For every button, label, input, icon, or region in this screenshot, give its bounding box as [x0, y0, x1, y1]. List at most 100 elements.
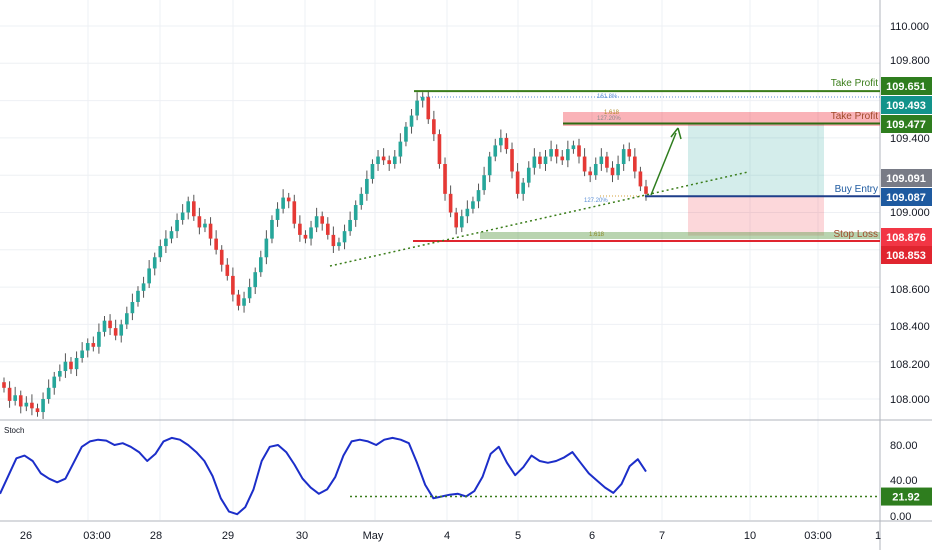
time-tick-label: 28: [150, 530, 162, 542]
buy-entry-label: Buy Entry: [835, 184, 878, 195]
candle-body: [136, 290, 140, 303]
time-tick-label: 5: [515, 530, 521, 542]
price-tick-label: 109.400: [890, 133, 930, 145]
candle-body: [621, 149, 626, 165]
candle-body: [448, 193, 453, 213]
candle-body: [459, 216, 464, 228]
candle-body: [164, 238, 168, 247]
candle-body: [487, 156, 492, 176]
candle-body: [365, 178, 369, 194]
fib-level-label: 127.20%: [584, 198, 608, 204]
candle-body: [41, 399, 45, 413]
price-badge-label: 109.477: [886, 119, 926, 131]
candle-body: [465, 208, 470, 217]
candle-body: [175, 219, 179, 232]
projection-arrow: [650, 132, 677, 196]
candle-body: [253, 272, 258, 288]
price-badge-label: 109.091: [886, 173, 926, 185]
candle-body: [420, 96, 425, 101]
candle-body: [275, 208, 280, 220]
candle-body: [577, 145, 581, 157]
candle-body: [476, 190, 481, 202]
candle-body: [69, 361, 73, 370]
time-tick-label: 1: [875, 530, 881, 542]
candle-body: [30, 402, 34, 409]
candle-body: [58, 371, 62, 377]
time-tick-label: 7: [659, 530, 665, 542]
time-tick-label: 4: [444, 530, 450, 542]
candle-body: [225, 264, 230, 276]
arrow-head: [670, 127, 682, 140]
candle-body: [13, 395, 17, 401]
candle-body: [102, 320, 107, 332]
candle-body: [298, 223, 302, 235]
candle-body: [443, 164, 447, 194]
price-badge: [881, 115, 932, 133]
candle-body: [566, 149, 570, 161]
candle-body: [186, 201, 191, 213]
candle-body: [644, 186, 648, 194]
candle-body: [381, 156, 386, 161]
candle-body: [638, 171, 643, 187]
candle-body: [2, 382, 6, 388]
candle-body: [91, 343, 96, 347]
candle-body: [627, 149, 632, 157]
candle-body: [7, 387, 12, 401]
candle-body: [108, 320, 112, 329]
fib-level-label: 127.20%: [597, 116, 621, 122]
candle-body: [359, 193, 364, 206]
price-tick-label: 109.000: [890, 207, 930, 219]
time-tick-label: 6: [589, 530, 595, 542]
time-tick-label: 03:00: [83, 530, 111, 542]
time-tick-label: May: [363, 530, 384, 542]
candle-body: [415, 100, 419, 116]
price-badge: [881, 77, 932, 95]
resistance-zone: [563, 112, 880, 126]
candle-body: [24, 402, 29, 407]
price-badge: [881, 228, 932, 246]
price-tick-label: 110.000: [890, 21, 929, 33]
candle-body: [499, 137, 503, 146]
stoch-tick-label: 40.00: [890, 475, 918, 487]
candle-body: [258, 257, 263, 273]
stoch-value-label: 21.92: [892, 492, 920, 504]
candle-body: [208, 223, 213, 239]
stoch-tick-label: 80.00: [890, 440, 918, 452]
candle-body: [398, 141, 403, 157]
price-tick-label: 108.400: [890, 321, 930, 333]
fib-level-label: 1.618: [589, 232, 605, 238]
time-tick-label: 03:00: [804, 530, 832, 542]
stop-loss-label: Stop Loss: [834, 229, 878, 240]
candle-body: [337, 242, 341, 247]
price-badge: [881, 169, 932, 187]
candle-body: [314, 216, 319, 228]
candle-body: [219, 249, 224, 265]
price-tick-label: 108.600: [890, 284, 930, 296]
take-profit-1-label: Take Profit: [831, 78, 878, 89]
candle-body: [35, 408, 40, 413]
fib-level-label: 1.618: [604, 110, 620, 116]
candle-body: [582, 156, 587, 172]
candle-body: [526, 167, 531, 183]
stoch-value-badge: [881, 487, 932, 506]
candle-body: [348, 219, 352, 232]
candle-body: [616, 164, 620, 176]
candle-body: [482, 175, 486, 191]
candle-body: [303, 234, 308, 239]
candle-body: [387, 160, 392, 165]
candle-body: [63, 361, 68, 372]
time-tick-label: 10: [744, 530, 756, 542]
trade-zones: [480, 112, 880, 239]
candle-body: [376, 156, 380, 165]
price-badge-label: 109.493: [886, 100, 926, 112]
candle-body: [46, 387, 51, 399]
candle-body: [342, 231, 347, 243]
candle-body: [264, 238, 269, 258]
candle-body: [214, 238, 218, 250]
candle-body: [203, 223, 207, 228]
candle-body: [141, 283, 146, 291]
candle-body: [633, 156, 637, 172]
candle-body: [392, 156, 397, 165]
candle-body: [549, 149, 553, 157]
